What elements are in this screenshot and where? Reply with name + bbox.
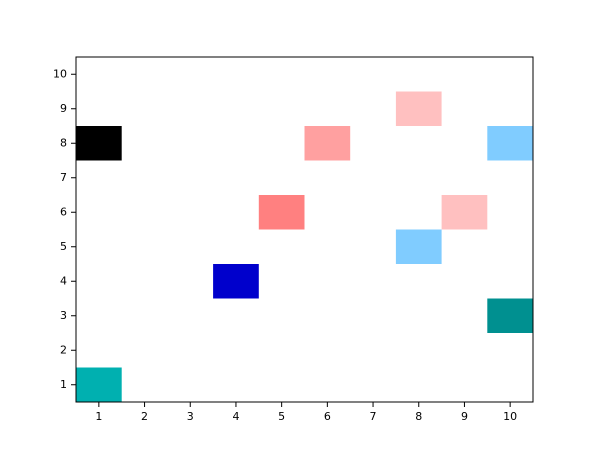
cell xyxy=(395,91,442,126)
x-tick-label: 4 xyxy=(232,410,239,423)
cell xyxy=(487,126,533,161)
y-tick-label: 8 xyxy=(60,136,67,149)
cell xyxy=(441,195,488,230)
cell xyxy=(304,126,351,161)
y-tick-label: 3 xyxy=(60,309,67,322)
cell xyxy=(487,298,533,333)
x-tick-label: 7 xyxy=(370,410,377,423)
y-tick-label: 6 xyxy=(60,205,67,218)
y-tick-label: 1 xyxy=(60,378,67,391)
x-tick-label: 8 xyxy=(415,410,422,423)
y-tick-label: 10 xyxy=(53,67,67,80)
y-tick-label: 7 xyxy=(60,171,67,184)
cell xyxy=(395,229,442,264)
x-tick-label: 10 xyxy=(503,410,517,423)
x-tick-label: 9 xyxy=(461,410,468,423)
y-tick-label: 9 xyxy=(60,102,67,115)
plot-frame xyxy=(75,56,534,403)
cell xyxy=(258,195,305,230)
cell xyxy=(213,264,259,299)
x-tick-label: 2 xyxy=(141,410,148,423)
x-tick-label: 1 xyxy=(95,410,102,423)
cell xyxy=(76,367,122,402)
y-tick-label: 4 xyxy=(60,274,67,287)
x-tick-label: 5 xyxy=(278,410,285,423)
x-tick-label: 3 xyxy=(187,410,194,423)
cell xyxy=(76,126,122,161)
x-tick-label: 6 xyxy=(324,410,331,423)
y-tick-label: 5 xyxy=(60,240,67,253)
y-tick-label: 2 xyxy=(60,343,67,356)
